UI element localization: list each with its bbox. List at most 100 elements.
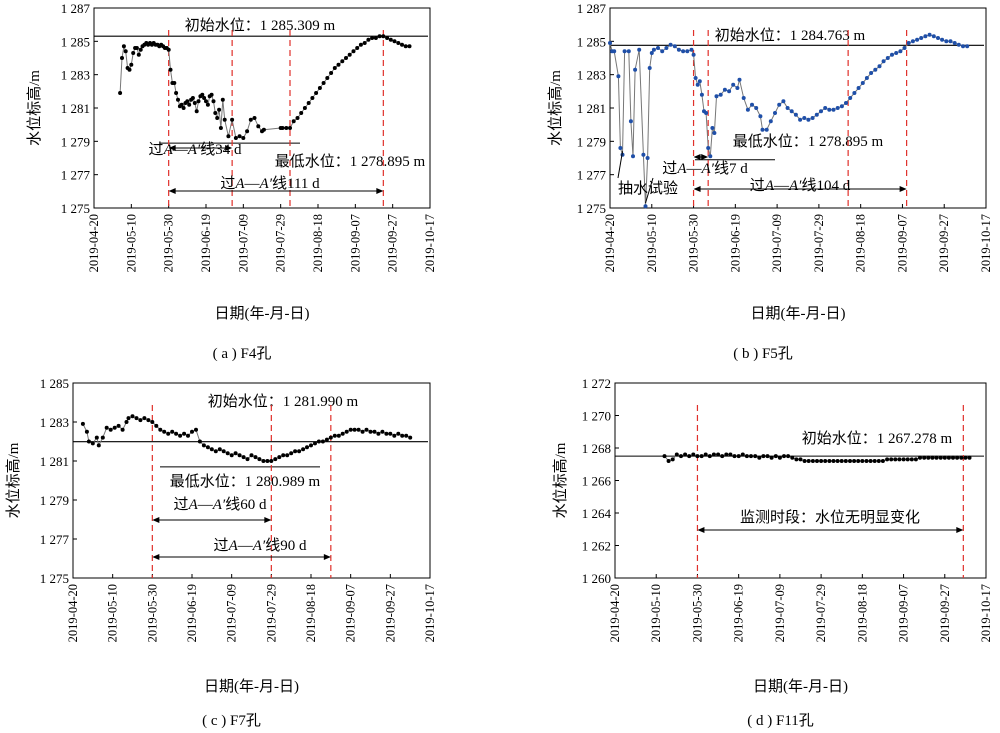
data-point — [310, 96, 315, 100]
x-tick-label: 2019-07-09 — [773, 584, 787, 642]
x-tick-label: 2019-07-29 — [274, 214, 288, 272]
span-label: 过A—A′线60 d — [174, 496, 267, 513]
data-point — [384, 431, 389, 436]
data-point — [926, 455, 931, 460]
data-point — [351, 49, 356, 54]
data-point — [616, 74, 621, 79]
data-point — [400, 433, 405, 438]
data-point — [963, 455, 968, 460]
data-point — [727, 89, 732, 94]
data-point — [302, 106, 307, 110]
data-point — [815, 459, 819, 463]
span-arrow-head-right — [899, 186, 907, 192]
pumping-test-pointer — [645, 177, 654, 204]
data-point — [913, 457, 918, 462]
plot-frame — [72, 382, 431, 579]
pumping-test-pointer — [617, 151, 624, 179]
data-point — [316, 439, 321, 444]
panel-caption: ( a ) F4孔 — [213, 345, 272, 362]
data-point — [786, 454, 791, 459]
span-label: 过A—A′线34 d — [149, 141, 242, 158]
data-point — [750, 102, 754, 107]
data-point — [835, 459, 840, 463]
data-point — [930, 455, 935, 460]
data-point — [711, 452, 716, 457]
data-point — [96, 443, 101, 448]
data-point — [894, 51, 899, 55]
data-point — [291, 119, 296, 124]
data-point — [668, 42, 673, 47]
data-point — [674, 452, 679, 457]
data-point — [388, 37, 393, 42]
y-tick-label: 1 285 — [61, 34, 90, 49]
data-point — [708, 154, 713, 159]
x-tick-label: 2019-09-27 — [383, 584, 397, 642]
data-point — [612, 49, 617, 54]
panel-caption: ( d ) F11孔 — [747, 712, 814, 729]
y-tick-label: 1 262 — [582, 539, 611, 554]
data-point — [940, 37, 945, 42]
data-point — [196, 99, 201, 104]
data-point — [108, 427, 113, 432]
x-tick-label: 2019-04-20 — [608, 584, 622, 642]
data-point — [897, 457, 902, 462]
data-point — [936, 36, 940, 40]
data-point — [760, 127, 765, 132]
data-point — [261, 127, 266, 132]
data-point — [360, 429, 365, 434]
data-point — [299, 111, 304, 115]
data-point — [194, 109, 199, 114]
data-point — [716, 452, 721, 457]
data-point — [967, 455, 972, 460]
data-point — [217, 107, 222, 112]
data-point — [720, 454, 725, 459]
x-tick-label: 2019-08-18 — [854, 214, 868, 272]
span-label: 过A—A′线104 d — [750, 177, 851, 194]
y-tick-label: 1 264 — [582, 506, 612, 521]
y-tick-label: 1 283 — [40, 415, 69, 430]
y-tick-label: 1 277 — [40, 532, 70, 547]
data-point — [718, 92, 723, 97]
data-point — [226, 134, 231, 139]
data-point — [649, 51, 654, 55]
plot-frame — [614, 382, 987, 579]
data-point — [202, 96, 207, 100]
data-point — [261, 459, 266, 463]
data-point — [806, 117, 811, 122]
data-point — [174, 91, 179, 95]
data-point — [211, 99, 216, 104]
span-arrow-head-left — [168, 188, 176, 194]
data-point — [676, 47, 681, 52]
data-point — [959, 455, 964, 460]
data-point — [185, 99, 190, 104]
data-point — [306, 101, 311, 105]
data-point — [798, 457, 803, 462]
x-tick-label: 2019-08-18 — [855, 584, 869, 642]
data-point — [355, 46, 360, 50]
data-point — [679, 454, 683, 459]
data-point — [176, 97, 180, 102]
data-point — [220, 97, 225, 102]
data-point — [265, 459, 270, 463]
data-point — [843, 459, 848, 463]
x-tick-label: 2019-09-27 — [386, 214, 400, 272]
data-point — [643, 204, 648, 209]
data-point — [400, 42, 404, 47]
x-tick-label: 2019-10-17 — [423, 584, 437, 642]
data-point — [273, 457, 278, 462]
data-point — [256, 124, 261, 129]
x-tick-label: 2019-04-20 — [603, 214, 617, 272]
min-level-label: 最低水位：1 278.895 m — [733, 133, 884, 150]
data-point — [823, 459, 828, 463]
data-point — [664, 46, 669, 50]
data-point — [965, 44, 970, 49]
data-point — [408, 435, 413, 440]
data-point — [773, 111, 777, 115]
data-point — [166, 431, 171, 436]
data-point — [396, 431, 401, 436]
data-point — [777, 102, 782, 107]
data-point — [336, 433, 341, 438]
data-point — [699, 454, 704, 459]
x-axis-label: 日期(年-月-日) — [751, 305, 846, 322]
data-point — [856, 459, 861, 463]
